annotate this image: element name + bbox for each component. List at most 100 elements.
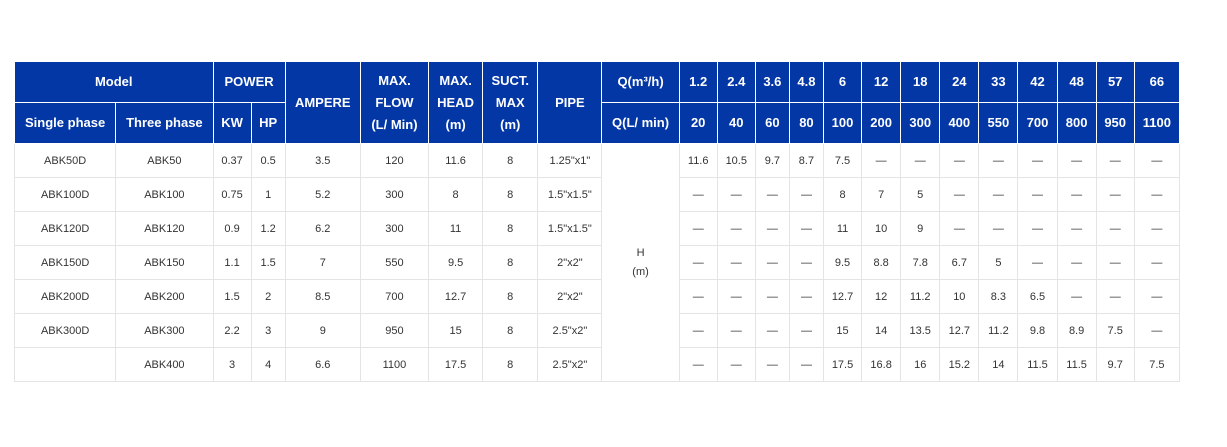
- head-value: 5: [900, 177, 941, 212]
- head-value: —: [1017, 177, 1058, 212]
- q-lmin-value: 800: [1056, 102, 1097, 144]
- head-value: —: [1133, 143, 1181, 178]
- three-phase-model: ABK200: [115, 279, 214, 314]
- head-value: 8: [822, 177, 863, 212]
- q-m3h-label: Q(m³/h): [601, 61, 680, 103]
- table-body: ABK50D ABK50 0.37 0.5 3.5 120 11.6 8 1.25"x1" H (m…: [13, 143, 1181, 382]
- suct-max-header-line: (m): [500, 116, 521, 132]
- pipe-header: PIPE: [537, 61, 603, 144]
- head-value: —: [754, 245, 790, 280]
- suct-max-header: SUCT. MAX (m): [482, 61, 539, 144]
- head-value: 10: [861, 211, 902, 246]
- max-head-header-line: (m): [445, 116, 466, 132]
- q-m3h-value: 48: [1056, 61, 1097, 103]
- max-flow-value: 1100: [359, 347, 430, 382]
- head-value: —: [754, 177, 790, 212]
- max-flow-value: 120: [359, 143, 430, 178]
- head-value: 9.7: [1095, 347, 1135, 382]
- pipe-size: 2"x2": [537, 245, 603, 280]
- ampere-value: 6.6: [284, 347, 361, 382]
- pipe-size: 2"x2": [537, 279, 603, 314]
- head-value: —: [978, 177, 1019, 212]
- q-m3h-value: 4.8: [788, 61, 824, 103]
- head-value: —: [678, 347, 718, 382]
- head-value: —: [861, 143, 902, 178]
- head-value: —: [1095, 211, 1135, 246]
- q-m3h-value: 2.4: [716, 61, 756, 103]
- head-value: —: [978, 143, 1019, 178]
- head-value: —: [939, 177, 980, 212]
- suct-max-value: 8: [482, 143, 539, 178]
- head-value: —: [900, 143, 941, 178]
- head-value: —: [788, 313, 824, 348]
- q-m3h-value: 24: [939, 61, 980, 103]
- head-value: —: [716, 279, 756, 314]
- head-value: —: [754, 279, 790, 314]
- kw-value: 0.9: [212, 211, 252, 246]
- q-m3h-value: 18: [900, 61, 941, 103]
- q-m3h-value: 6: [822, 61, 863, 103]
- head-value: 16: [900, 347, 941, 382]
- suct-max-value: 8: [482, 245, 539, 280]
- max-head-value: 15: [428, 313, 484, 348]
- q-lmin-value: 200: [861, 102, 902, 144]
- three-phase-model: ABK50: [115, 143, 214, 178]
- head-value: 9.8: [1017, 313, 1058, 348]
- head-value: —: [678, 177, 718, 212]
- head-value: 12: [861, 279, 902, 314]
- q-lmin-value: 1100: [1133, 102, 1181, 144]
- head-value: —: [754, 313, 790, 348]
- head-value: 7.8: [900, 245, 941, 280]
- suct-max-value: 8: [482, 211, 539, 246]
- head-value: 6.5: [1017, 279, 1058, 314]
- hp-value: 1.5: [250, 245, 286, 280]
- single-phase-model: ABK100D: [13, 177, 117, 212]
- head-value: —: [1056, 177, 1097, 212]
- kw-value: 1.1: [212, 245, 252, 280]
- head-value: —: [939, 211, 980, 246]
- head-value: —: [716, 347, 756, 382]
- max-head-value: 17.5: [428, 347, 484, 382]
- table-row: ABK50D ABK50 0.37 0.5 3.5 120 11.6 8 1.25"x1" H (m…: [13, 143, 1181, 382]
- head-value: —: [716, 313, 756, 348]
- head-value: 15.2: [939, 347, 980, 382]
- head-value: 6.7: [939, 245, 980, 280]
- kw-value: 1.5: [212, 279, 252, 314]
- head-value: —: [1133, 177, 1181, 212]
- three-phase-header: Three phase: [115, 102, 214, 144]
- head-value: —: [1095, 143, 1135, 178]
- three-phase-model: ABK300: [115, 313, 214, 348]
- ampere-value: 5.2: [284, 177, 361, 212]
- table-row: ABK300D ABK300 2.2 3 9 950 15 8 2.5"x2" — — — —15 14 1…: [13, 313, 1181, 348]
- q-m3h-value: 12: [861, 61, 902, 103]
- head-value: 13.5: [900, 313, 941, 348]
- hp-value: 4: [250, 347, 286, 382]
- head-value: —: [678, 279, 718, 314]
- single-phase-model: ABK50D: [13, 143, 117, 178]
- head-value: —: [1056, 143, 1097, 178]
- q-m3h-value: 1.2: [678, 61, 718, 103]
- head-value: 11.6: [678, 143, 718, 178]
- ampere-value: 8.5: [284, 279, 361, 314]
- head-value: 7.5: [1095, 313, 1135, 348]
- max-flow-header-line: FLOW: [375, 94, 414, 110]
- q-lmin-value: 80: [788, 102, 824, 144]
- q-lmin-value: 700: [1017, 102, 1058, 144]
- pipe-size: 1.5"x1.5": [537, 177, 603, 212]
- head-value: —: [754, 347, 790, 382]
- head-value: 8.7: [788, 143, 824, 178]
- q-m3h-value: 42: [1017, 61, 1058, 103]
- three-phase-model: ABK100: [115, 177, 214, 212]
- head-value: 11: [822, 211, 863, 246]
- head-value: 11.2: [900, 279, 941, 314]
- head-value: —: [1056, 279, 1097, 314]
- max-head-value: 11: [428, 211, 484, 246]
- head-value: 9: [900, 211, 941, 246]
- q-lmin-value: 550: [978, 102, 1019, 144]
- power-header: POWER: [212, 61, 286, 103]
- q-m3h-value: 3.6: [754, 61, 790, 103]
- table-row: ABK100D ABK100 0.75 1 5.2 300 8 8 1.5"x1.5" — — — —8…: [13, 177, 1181, 212]
- max-head-value: 12.7: [428, 279, 484, 314]
- head-value: —: [788, 279, 824, 314]
- suct-max-value: 8: [482, 177, 539, 212]
